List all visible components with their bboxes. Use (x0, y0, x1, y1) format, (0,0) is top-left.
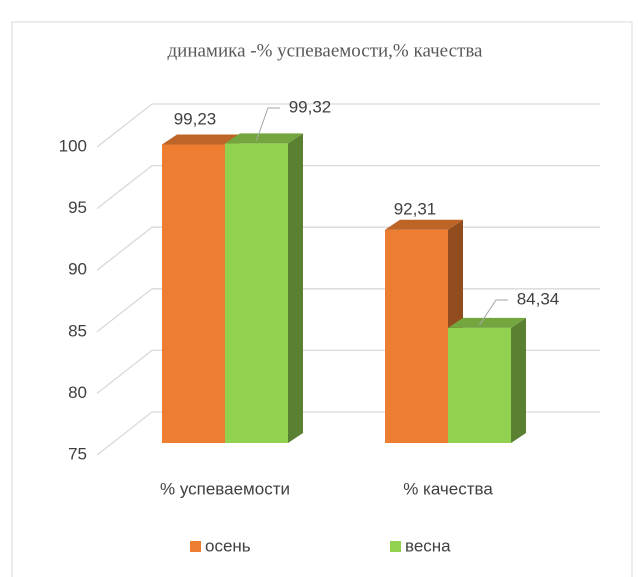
legend-label: весна (405, 536, 451, 555)
grid-line (96, 103, 600, 148)
bar (162, 144, 225, 444)
x-tick-label: % успеваемости (160, 479, 290, 498)
chart-title: динамика -% успеваемости,% качества (168, 40, 484, 61)
bar-side (288, 133, 303, 443)
y-tick-label: 90 (68, 260, 87, 279)
chart-border (11, 21, 633, 577)
legend-swatch (390, 541, 401, 552)
bar-top (448, 317, 526, 328)
bar (448, 327, 511, 443)
bar-top (225, 133, 303, 144)
bar (225, 143, 288, 443)
y-tick-label: 95 (68, 198, 87, 217)
data-label: 99,23 (174, 109, 217, 128)
legend-swatch (190, 541, 201, 552)
y-tick-label: 85 (68, 321, 87, 340)
bar-top (385, 219, 463, 230)
bar-top (162, 134, 240, 145)
x-tick-label: % качества (403, 479, 493, 498)
leader-line (256, 107, 280, 141)
data-label: 92,31 (394, 199, 437, 218)
y-tick-label: 100 (59, 136, 87, 155)
data-label: 99,32 (289, 97, 332, 116)
leader-line (479, 299, 508, 326)
bar-side (511, 317, 526, 443)
y-tick-label: 75 (68, 444, 87, 463)
legend-label: осень (205, 536, 251, 555)
bar (385, 229, 448, 443)
data-label: 84,34 (517, 289, 560, 308)
y-tick-label: 80 (68, 383, 87, 402)
grid-line (96, 164, 600, 210)
